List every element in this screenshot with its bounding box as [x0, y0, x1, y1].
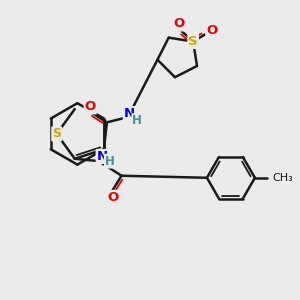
Text: O: O: [85, 100, 96, 113]
Text: CH₃: CH₃: [272, 173, 293, 183]
Text: N: N: [124, 107, 135, 120]
Text: H: H: [105, 154, 115, 168]
Text: N: N: [97, 150, 108, 163]
Text: O: O: [174, 17, 185, 31]
Text: O: O: [206, 24, 218, 37]
Text: O: O: [107, 191, 118, 204]
Text: H: H: [132, 114, 142, 127]
Text: S: S: [188, 35, 198, 48]
Text: S: S: [52, 128, 61, 140]
